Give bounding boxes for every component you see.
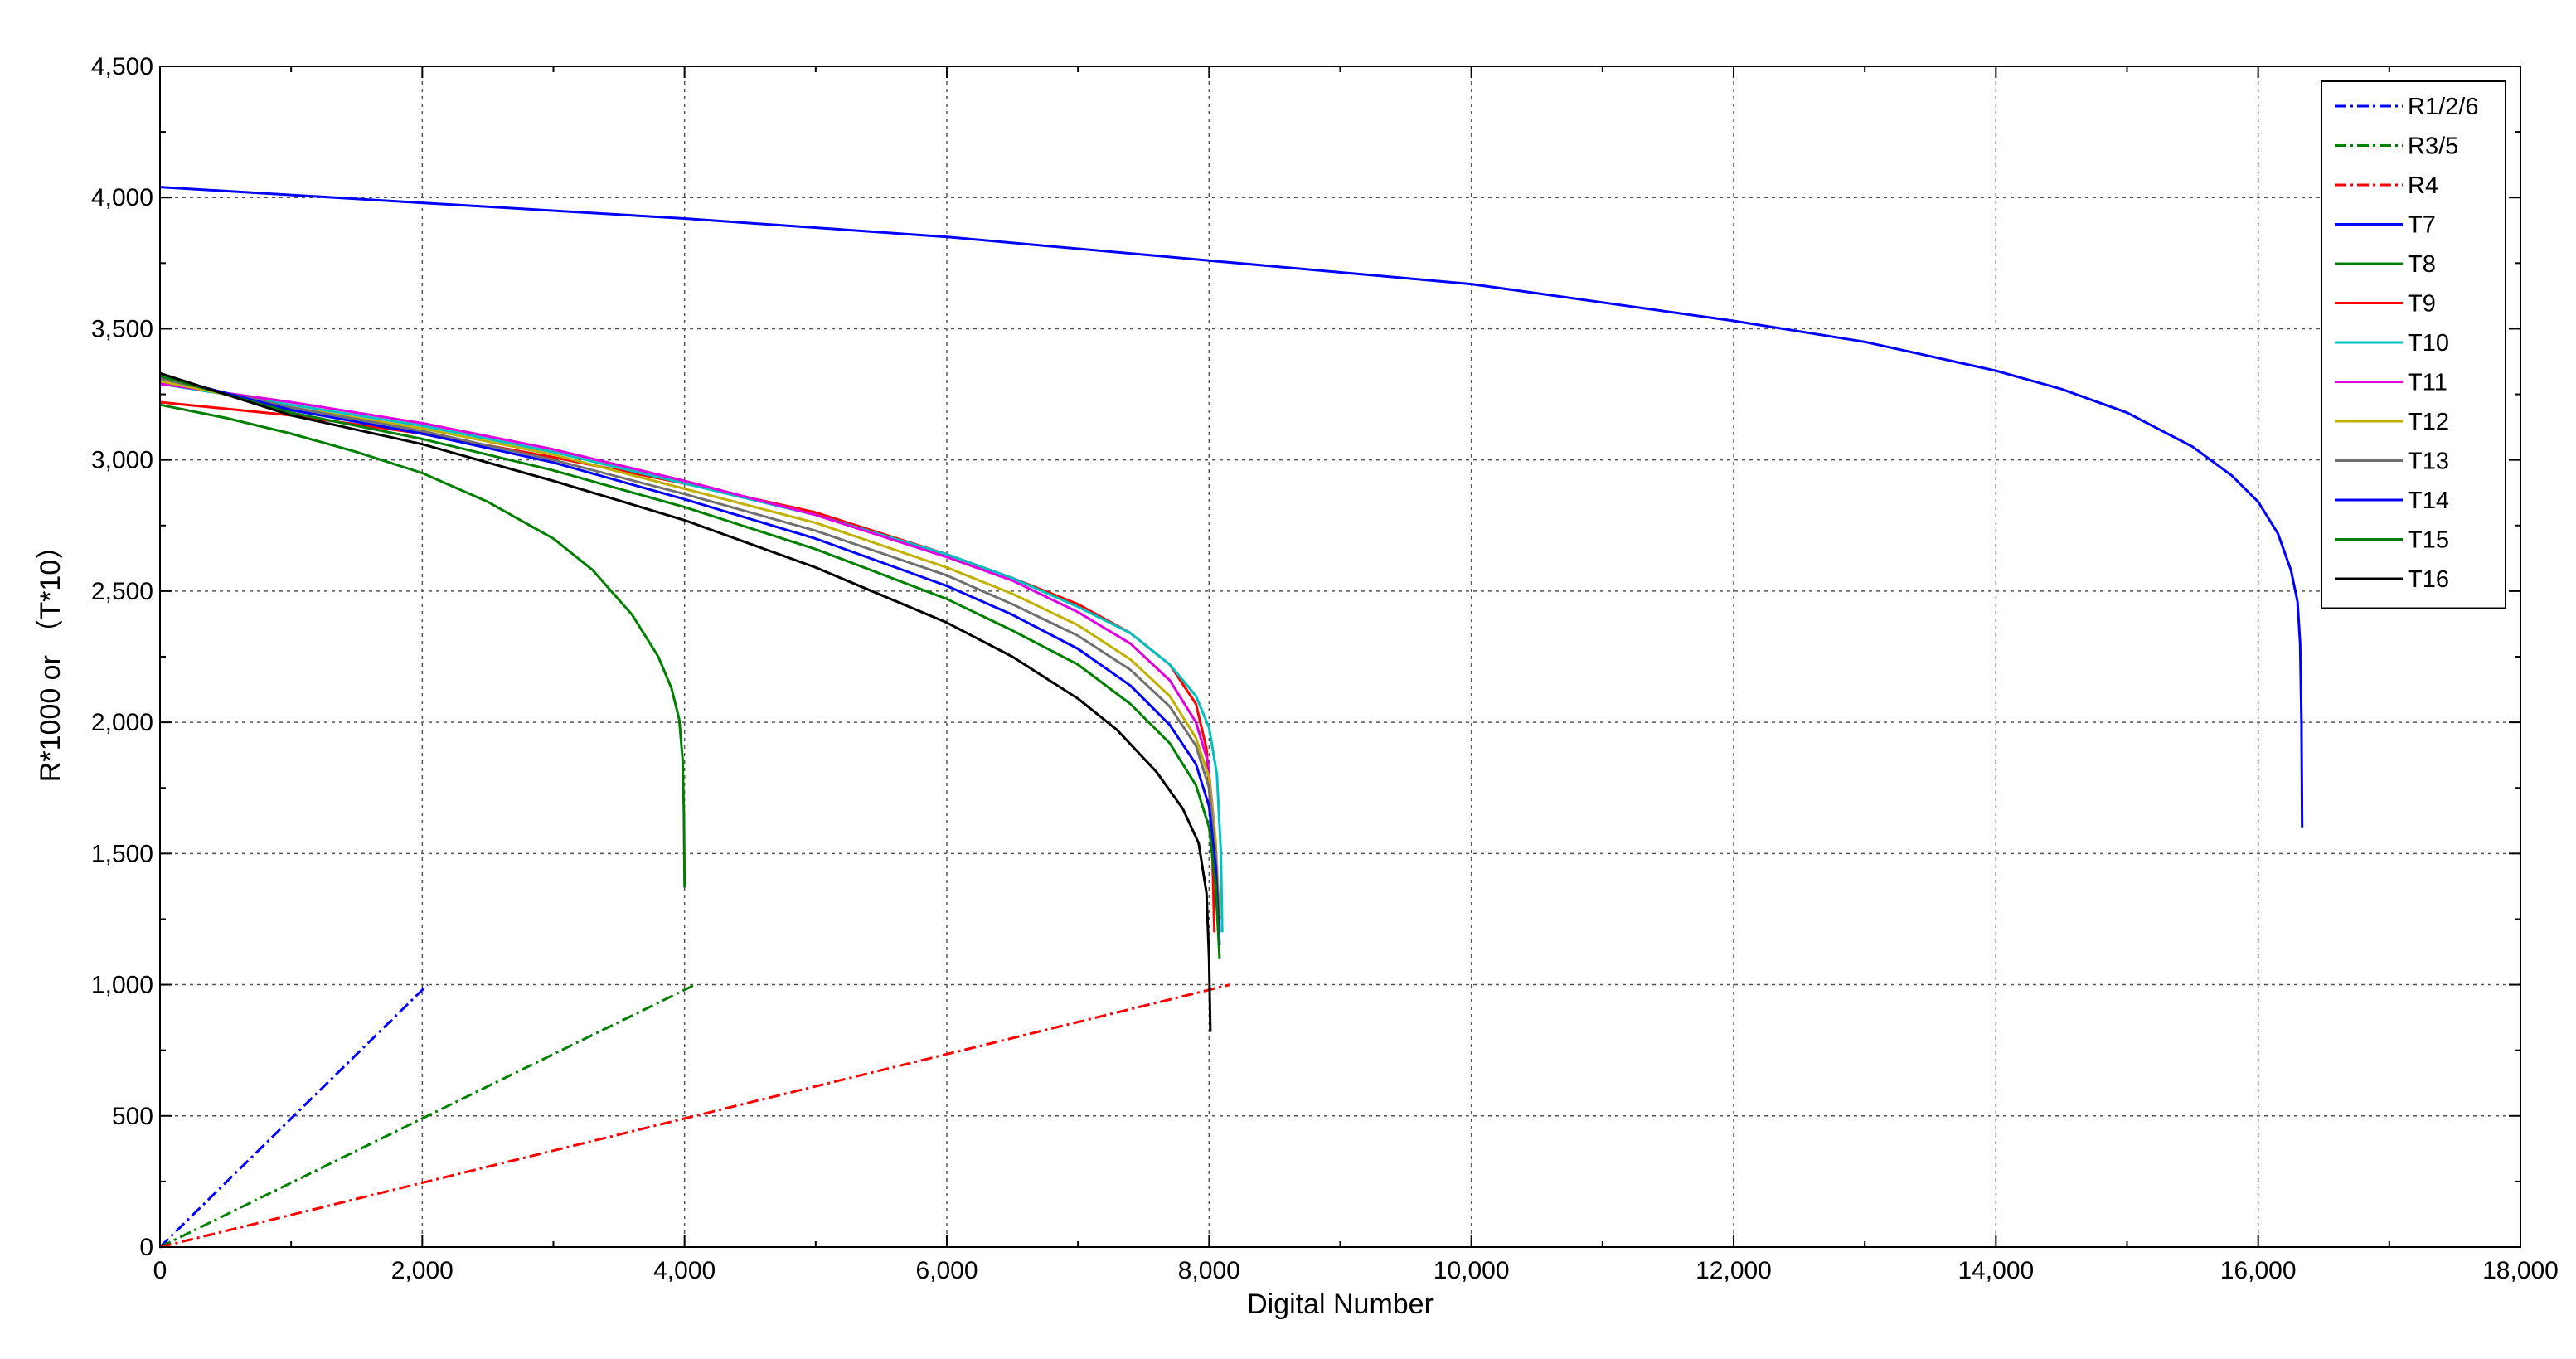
x-tick-label: 10,000 — [1434, 1257, 1510, 1284]
legend: R1/2/6 R3/5 R4 T7 T8 T9 T10 T11 T12 T13 T14 T15 T16 — [2321, 80, 2506, 609]
legend-label: T10 — [2408, 330, 2449, 357]
legend-label: T7 — [2408, 212, 2436, 239]
series-line-t7 — [159, 186, 2304, 828]
legend-box — [2321, 80, 2506, 609]
series-line-r1-2-6 — [158, 983, 429, 1249]
y-tick-label: 2,500 — [91, 578, 153, 605]
legend-label: T8 — [2408, 251, 2436, 278]
y-axis-title: R*1000 or （T*10） — [35, 531, 66, 782]
x-tick-label: 14,000 — [1957, 1257, 2034, 1284]
series-line-t10 — [159, 382, 1224, 933]
series-line-r3-5 — [159, 983, 696, 1249]
y-tick-label: 1,500 — [91, 840, 153, 867]
y-tick-label: 1,000 — [91, 972, 153, 999]
y-tick-label: 0 — [139, 1234, 153, 1261]
legend-label: T14 — [2408, 488, 2449, 514]
y-tick-label: 4,500 — [91, 53, 153, 80]
x-axis-title: Digital Number — [1247, 1289, 1434, 1320]
series-line-t16 — [159, 371, 1212, 1032]
series-line-t11 — [159, 382, 1220, 906]
series-line-t15 — [159, 374, 1221, 959]
x-tick-label: 8,000 — [1178, 1257, 1240, 1284]
y-tick-label: 3,500 — [91, 315, 153, 342]
x-tick-label: 6,000 — [915, 1257, 978, 1284]
y-tick-label: 500 — [112, 1103, 153, 1130]
grid — [160, 66, 2520, 1247]
ticks: 0 2,000 4,000 6,000 8,000 10,000 12,000 14,000 1… — [91, 53, 2559, 1284]
legend-label: T16 — [2408, 566, 2449, 593]
y-tick-label: 4,000 — [91, 184, 153, 211]
x-tick-label: 0 — [153, 1257, 167, 1284]
y-tick-label: 2,000 — [91, 709, 153, 736]
series-group — [158, 186, 2304, 1249]
series-line-t14 — [159, 374, 1221, 946]
legend-label: T11 — [2408, 370, 2447, 396]
legend-label: R3/5 — [2408, 133, 2458, 160]
x-tick-label: 2,000 — [391, 1257, 454, 1284]
legend-label: T13 — [2408, 449, 2449, 475]
legend-label: T9 — [2408, 291, 2436, 318]
legend-label: T12 — [2408, 409, 2449, 435]
x-tick-label: 16,000 — [2220, 1257, 2297, 1284]
series-line-t13 — [159, 377, 1221, 933]
x-tick-label: 12,000 — [1696, 1257, 1772, 1284]
series-line-t12 — [159, 380, 1221, 920]
y-tick-label: 3,000 — [91, 447, 153, 474]
x-tick-label: 4,000 — [653, 1257, 716, 1284]
series-line-t8 — [159, 403, 686, 888]
legend-label: R4 — [2408, 172, 2438, 199]
legend-label: T15 — [2408, 527, 2449, 554]
x-tick-label: 18,000 — [2482, 1257, 2559, 1284]
series-line-r4 — [159, 983, 1230, 1249]
legend-label: R1/2/6 — [2408, 94, 2478, 120]
